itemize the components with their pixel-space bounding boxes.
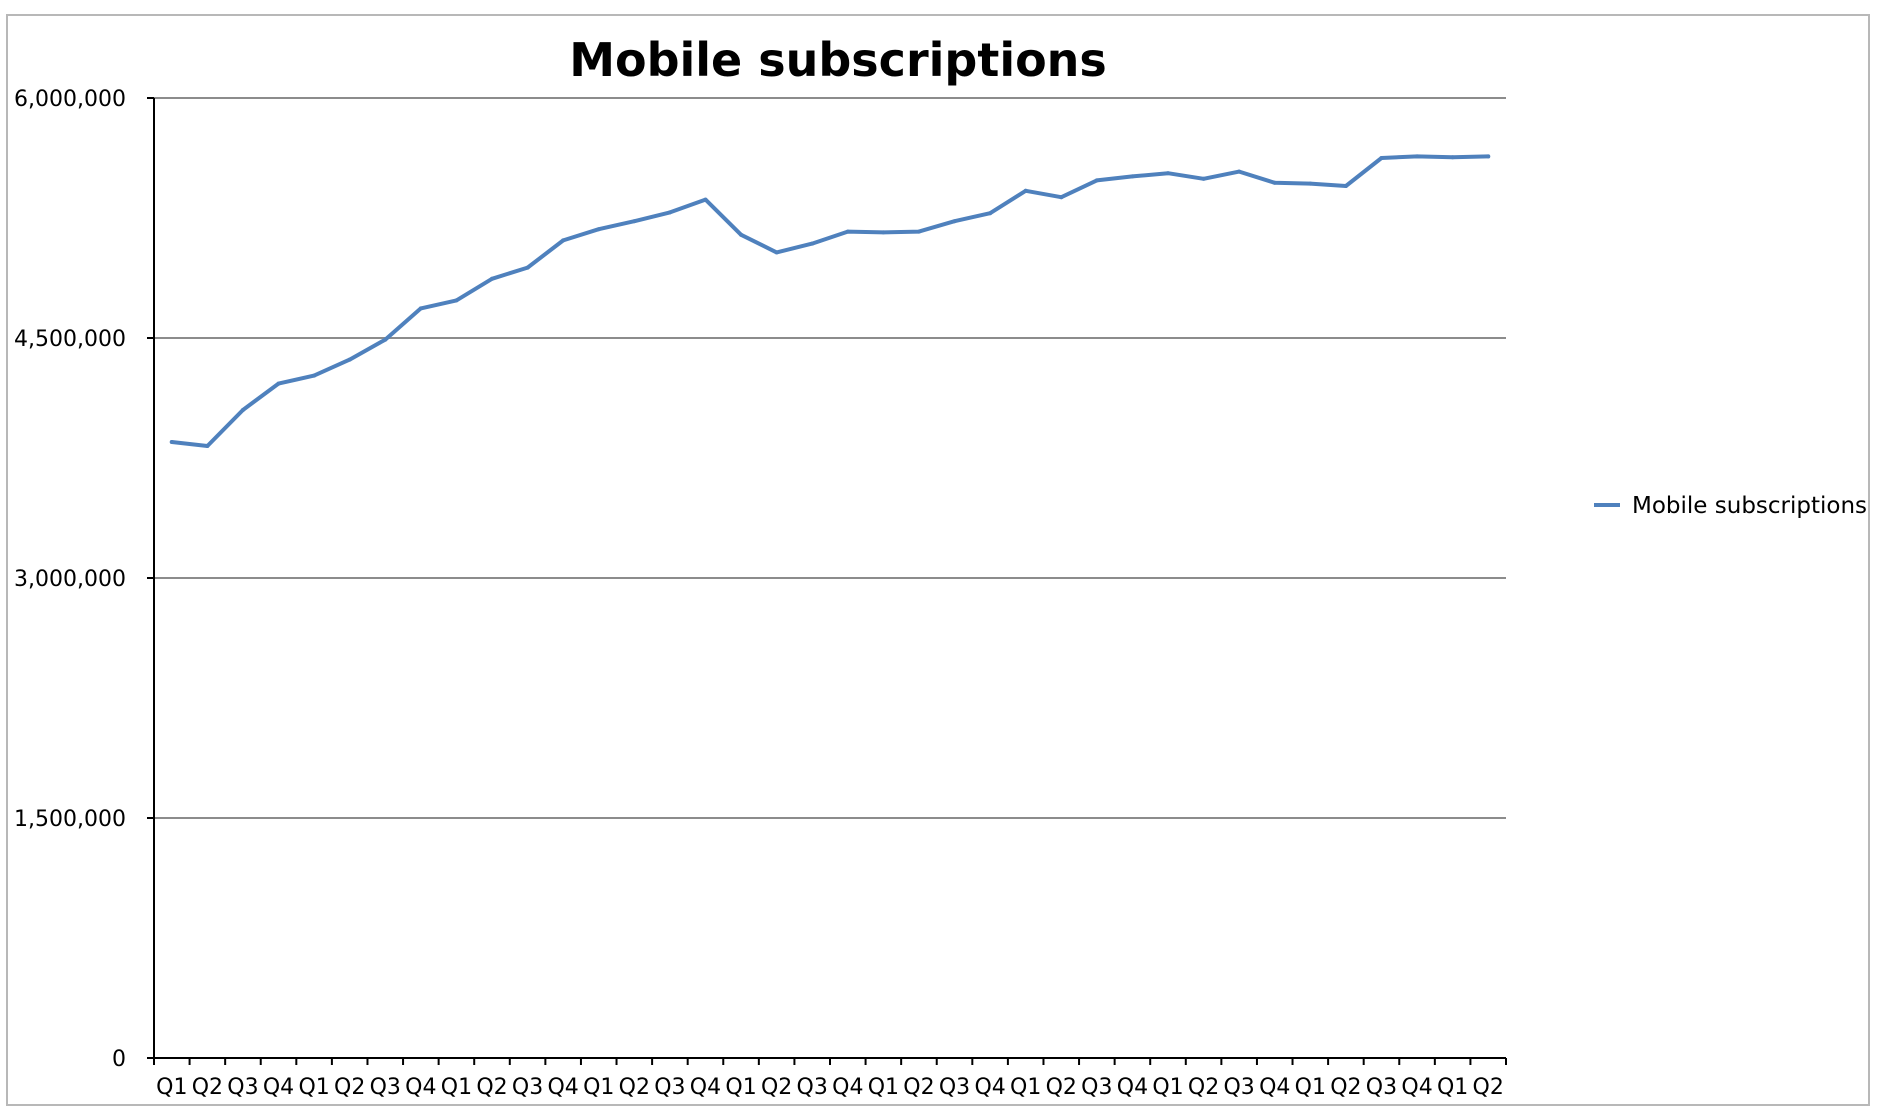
x-tick-label: Q3 (939, 1075, 970, 1100)
x-tick-label: Q3 (654, 1075, 685, 1100)
legend-label: Mobile subscriptions (1632, 493, 1867, 519)
data-point (418, 306, 423, 311)
x-tick-label: Q4 (263, 1075, 294, 1100)
x-tick-label: Q4 (1117, 1075, 1148, 1100)
data-point (240, 408, 245, 412)
x-tick-label: Q3 (797, 1075, 828, 1100)
data-point (952, 219, 957, 224)
x-tick-label: Q2 (1046, 1075, 1077, 1100)
x-tick-label: Q4 (690, 1075, 721, 1100)
x-tick-label: Q1 (298, 1075, 329, 1100)
data-point (916, 229, 921, 234)
data-point (454, 298, 459, 303)
series-line (169, 154, 1491, 448)
y-tick-label: 4,500,000 (14, 327, 126, 352)
data-point (1237, 169, 1242, 174)
x-tick-label: Q1 (156, 1075, 187, 1100)
data-point (276, 381, 281, 386)
x-tick-label: Q2 (476, 1075, 507, 1100)
y-tick-label: 1,500,000 (14, 807, 126, 832)
x-tick-label: Q3 (227, 1075, 258, 1100)
data-point (881, 230, 886, 235)
x-tick-label: Q3 (1223, 1075, 1254, 1100)
data-point (1023, 188, 1028, 193)
x-tick-label: Q1 (1437, 1075, 1468, 1100)
chart-title: Mobile subscriptions (569, 33, 1107, 87)
data-point (383, 337, 388, 342)
x-tick-label: Q2 (903, 1075, 934, 1100)
x-tick-label: Q2 (1188, 1075, 1219, 1100)
x-tick-label: Q1 (1152, 1075, 1183, 1100)
data-point (525, 265, 530, 270)
data-point (667, 210, 672, 215)
data-point (703, 197, 708, 202)
x-tick-label: Q4 (832, 1075, 863, 1100)
x-tick-label: Q2 (619, 1075, 650, 1100)
data-point (988, 211, 993, 216)
gridlines (154, 97, 1506, 819)
data-point (205, 444, 210, 448)
data-point (347, 357, 352, 362)
x-tick-label: Q4 (405, 1075, 436, 1100)
data-point (490, 276, 494, 281)
data-point (1379, 156, 1384, 160)
data-point (169, 440, 174, 444)
data-point (632, 219, 637, 224)
data-point (1308, 181, 1313, 186)
data-point (774, 250, 779, 255)
data-point (845, 229, 850, 234)
x-tick-label: Q4 (1259, 1075, 1290, 1100)
y-tick-label: 3,000,000 (14, 567, 126, 592)
x-tick-label: Q3 (512, 1075, 543, 1100)
data-point (1059, 195, 1064, 200)
data-point (1166, 171, 1170, 176)
line-chart: Mobile subscriptions 0 1,500,000 3,000,000… (14, 33, 1867, 1100)
data-point (596, 227, 601, 232)
data-point (1343, 184, 1348, 188)
data-point (1486, 154, 1491, 159)
y-axis-ticks: 0 1,500,000 3,000,000 4,500,000 6,000,000 (14, 87, 154, 1072)
x-tick-label: Q2 (334, 1075, 365, 1100)
data-point (1415, 154, 1420, 159)
data-point (1130, 174, 1135, 179)
data-point (1272, 180, 1277, 185)
data-point (312, 373, 317, 378)
x-tick-label: Q3 (1081, 1075, 1112, 1100)
x-tick-label: Q3 (370, 1075, 401, 1100)
data-point (1201, 176, 1206, 181)
x-tick-label: Q1 (441, 1075, 472, 1100)
series-layer (169, 154, 1491, 448)
data-point (739, 232, 744, 237)
x-tick-label: Q2 (1473, 1075, 1504, 1100)
x-tick-label: Q2 (1330, 1075, 1361, 1100)
y-tick-label: 0 (112, 1047, 126, 1072)
data-point (1094, 178, 1099, 183)
x-tick-label: Q1 (725, 1075, 756, 1100)
x-tick-label: Q4 (547, 1075, 578, 1100)
data-point (1450, 155, 1455, 160)
x-tick-label: Q2 (192, 1075, 223, 1100)
x-tick-label: Q1 (868, 1075, 899, 1100)
y-tick-label: 6,000,000 (14, 87, 126, 112)
chart-frame: Mobile subscriptions 0 1,500,000 3,000,000… (6, 14, 1870, 1106)
x-axis-ticks: Q1 Q2 Q3 Q4 Q1 Q2 Q3 Q4 Q1 Q2 Q3 Q4 Q1 Q2 Q3 Q4 Q1 Q2 Q3 Q4… (153, 1058, 1507, 1100)
data-point (561, 238, 566, 243)
x-tick-label: Q1 (1010, 1075, 1041, 1100)
data-point (810, 241, 815, 246)
x-tick-label: Q4 (974, 1075, 1005, 1100)
x-tick-label: Q2 (761, 1075, 792, 1100)
legend: Mobile subscriptions (1594, 493, 1867, 519)
x-tick-label: Q1 (1295, 1075, 1326, 1100)
x-tick-label: Q1 (583, 1075, 614, 1100)
x-tick-label: Q4 (1401, 1075, 1432, 1100)
x-tick-label: Q3 (1366, 1075, 1397, 1100)
